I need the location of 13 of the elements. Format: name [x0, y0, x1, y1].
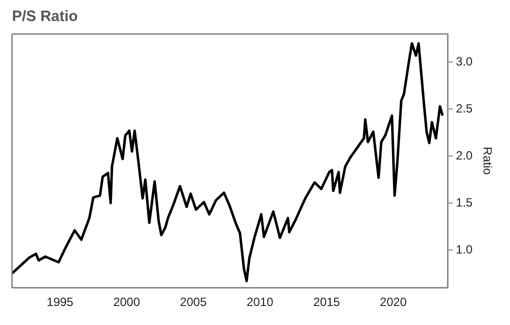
y-tick-label: 1.5	[456, 195, 473, 210]
y-axis-title: Ratio	[480, 146, 494, 176]
x-tick-label: 2015	[313, 295, 340, 310]
chart-title: P/S Ratio	[12, 8, 78, 26]
y-tick-label: 1.0	[456, 242, 473, 256]
x-tick-label: 1995	[46, 295, 74, 310]
y-tick-label: 3.0	[456, 54, 473, 68]
y-tick-label: 2.0	[456, 148, 473, 162]
x-tick-label: 2020	[380, 295, 407, 310]
x-tick-label: 2000	[113, 295, 140, 310]
x-tick-label: 2010	[246, 295, 274, 310]
y-tick-label: 2.5	[456, 101, 473, 116]
x-tick-label: 2005	[180, 295, 207, 310]
